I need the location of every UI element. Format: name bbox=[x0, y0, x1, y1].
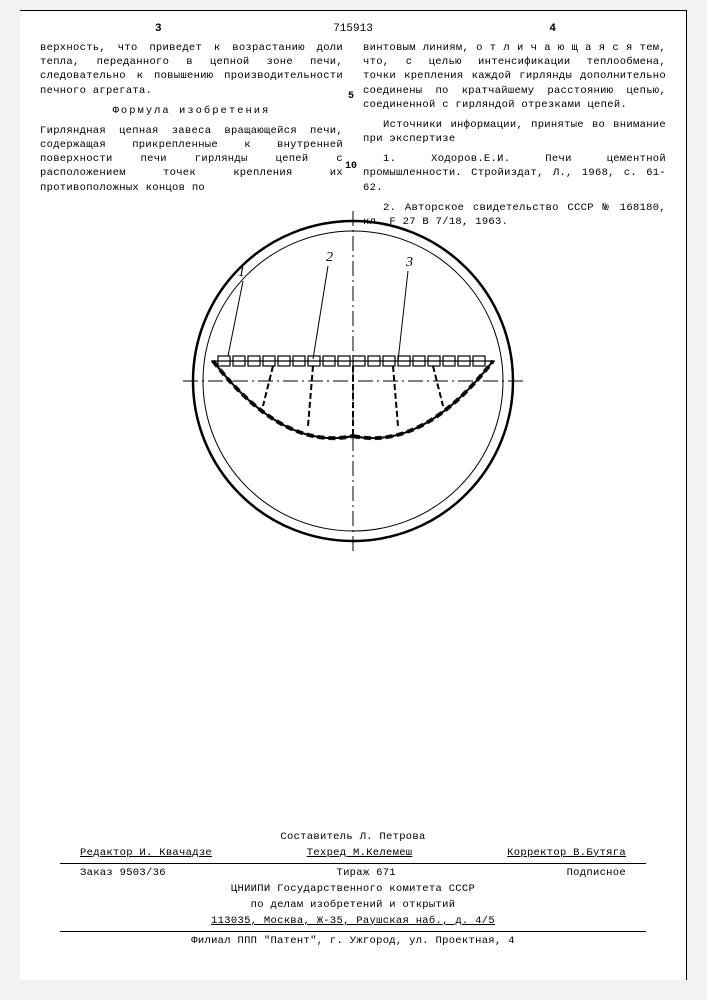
editor: Редактор И. Квачадзе bbox=[80, 846, 212, 862]
techred: Техред М.Келемеш bbox=[307, 846, 413, 862]
fig-label-3: 3 bbox=[405, 255, 413, 270]
page-num-prev: 3 bbox=[155, 23, 162, 35]
right-column: винтовым линиям, о т л и ч а ю щ а я с я… bbox=[363, 41, 666, 235]
left-column: верхность, что приведет к возрастанию до… bbox=[40, 41, 343, 235]
order-num: Заказ 9503/36 bbox=[80, 866, 166, 882]
address-1: 113035, Москва, Ж-35, Раушская наб., д. … bbox=[60, 914, 646, 930]
kiln-cross-section-diagram: 1 2 3 bbox=[183, 211, 523, 551]
compiler-line: Составитель Л. Петрова bbox=[60, 830, 646, 846]
org-line-1: ЦНИИПИ Государственного комитета СССР bbox=[60, 882, 646, 898]
left-p2: Гирляндная цепная завеса вращающейся печ… bbox=[40, 124, 343, 195]
fig-label-1: 1 bbox=[238, 265, 245, 280]
podpisnoe: Подписное bbox=[567, 866, 626, 882]
org-line-2: по делам изобретений и открытий bbox=[60, 898, 646, 914]
text-columns: верхность, что приведет к возрастанию до… bbox=[40, 41, 666, 235]
left-p1: верхность, что приведет к возрастанию до… bbox=[40, 41, 343, 98]
filial-line: Филиал ППП "Патент", г. Ужгород, ул. Про… bbox=[60, 934, 646, 950]
footer-block: Составитель Л. Петрова Редактор И. Квача… bbox=[60, 830, 646, 950]
sources-title: Источники информации, принятые во вниман… bbox=[363, 118, 666, 146]
ref-1: 1. Ходоров.Е.И. Печи цементной промышлен… bbox=[363, 152, 666, 195]
page-num-next: 4 bbox=[549, 23, 556, 35]
fig-label-2: 2 bbox=[326, 250, 333, 265]
corrector: Корректор В.Бутяга bbox=[507, 846, 626, 862]
tirazh: Тираж 671 bbox=[336, 866, 395, 882]
formula-title: Формула изобретения bbox=[40, 104, 343, 118]
figure-container: 1 2 3 bbox=[20, 211, 686, 556]
doc-number: 715913 bbox=[333, 23, 373, 35]
right-p1: винтовым линиям, о т л и ч а ю щ а я с я… bbox=[363, 41, 666, 112]
